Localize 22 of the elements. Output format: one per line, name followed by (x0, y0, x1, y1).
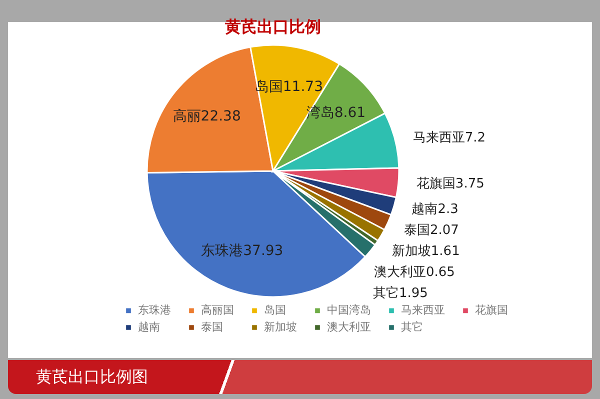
legend-label: 东珠港 (138, 304, 171, 317)
legend-label: 岛国 (264, 304, 286, 317)
data-label: 马来西亚7.2 (412, 130, 486, 146)
legend-label: 高丽国 (201, 304, 234, 317)
data-label: 澳大利亚0.65 (374, 265, 455, 280)
data-label: 花旗国3.75 (416, 176, 484, 192)
text: 黄芪出口比例图 (35, 367, 148, 386)
data-label: 高丽22.38 (172, 108, 241, 125)
data-label: 东珠港37.93 (201, 242, 284, 259)
data-label: 泰国2.07 (404, 223, 459, 238)
data-label: 新加坡1.61 (392, 244, 460, 260)
data-label: 越南2.3 (412, 202, 458, 218)
legend-label: 其它 (401, 320, 423, 334)
legend-label: 澳大利亚 (327, 320, 371, 334)
legend-label: 泰国 (201, 320, 223, 334)
data-label: 其它1.95 (373, 285, 428, 302)
legend-label: 花旗国 (475, 304, 508, 317)
chart-title: 黄芪出口比例 (224, 17, 321, 36)
legend-label: 马来西亚 (401, 304, 445, 317)
legend-label: 越南 (138, 320, 160, 334)
legend-label: 中国湾岛 (327, 304, 371, 317)
legend-label: 新加坡 (264, 320, 297, 334)
